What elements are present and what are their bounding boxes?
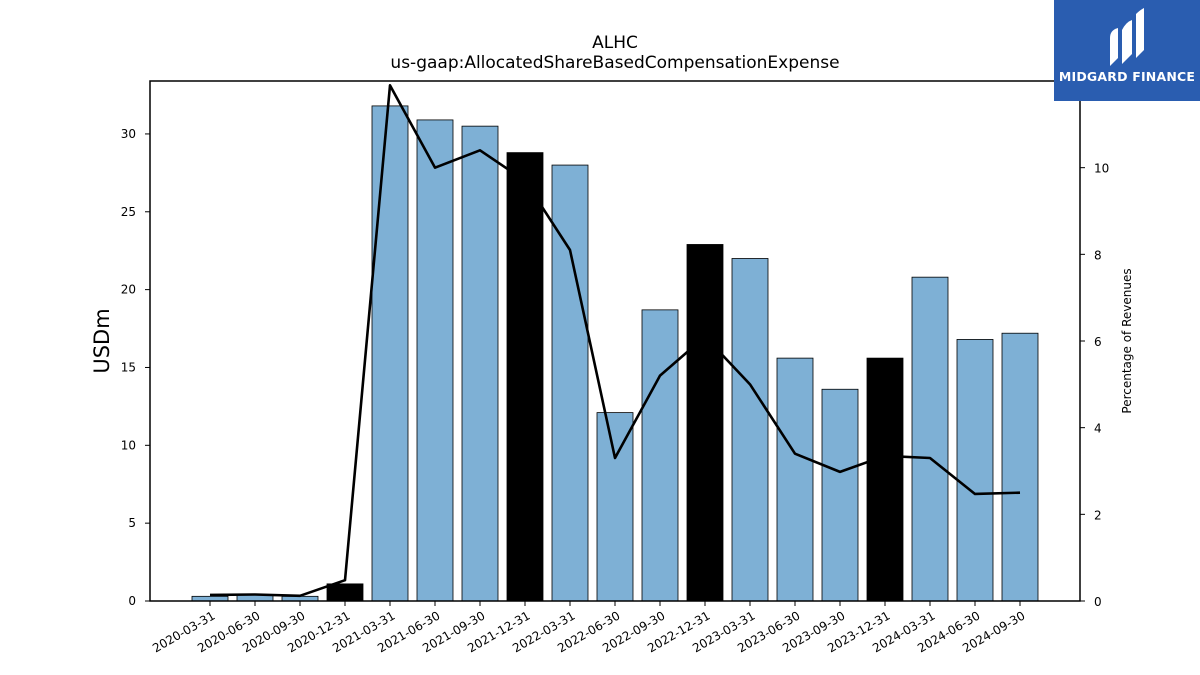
bar-2024-09-30 [1001, 332, 1039, 602]
y2-tick-label: 4 [1094, 422, 1102, 436]
y-axis-right: 024681012 [1080, 75, 1109, 609]
brand-logo: MIDGARD FINANCE [1054, 0, 1200, 101]
bar-2022-06-30 [596, 412, 634, 602]
bar-2021-12-31 [506, 152, 544, 602]
bar-2021-06-30 [416, 119, 454, 602]
chart-subtitle: us-gaap:AllocatedShareBasedCompensationE… [390, 53, 839, 73]
bar-2023-09-30 [821, 388, 859, 602]
bar-2024-06-30 [956, 339, 994, 602]
bar-2024-03-31 [911, 276, 949, 602]
y2-tick-label: 6 [1094, 335, 1102, 349]
bar-2023-12-31 [866, 357, 904, 602]
bar-2022-12-31 [686, 244, 724, 602]
chart-title: ALHC [592, 33, 638, 53]
y-tick-label: 5 [128, 516, 136, 530]
bar-2022-09-30 [641, 309, 679, 602]
y2-axis-label: Percentage of Revenues [1120, 268, 1134, 413]
bar-2023-06-30 [776, 357, 814, 602]
bar-2023-03-31 [731, 258, 769, 602]
y-tick-label: 25 [121, 205, 136, 219]
bar-2021-03-31 [371, 105, 409, 602]
y-tick-label: 30 [121, 127, 136, 141]
y-tick-label: 0 [128, 594, 136, 608]
y-tick-label: 10 [121, 438, 136, 452]
y2-tick-label: 10 [1094, 162, 1109, 176]
bar-2021-09-30 [461, 125, 499, 602]
bar-2022-03-31 [551, 164, 589, 602]
y2-tick-label: 2 [1094, 508, 1102, 522]
y-tick-label: 15 [121, 360, 136, 374]
y-axis-label: USDm [90, 308, 114, 373]
y-tick-label: 20 [121, 283, 136, 297]
y2-tick-label: 0 [1094, 595, 1102, 609]
bars [191, 105, 1039, 602]
y-axis-left: 0 5 10 15 20 25 30 [121, 127, 150, 608]
x-axis: 2020-03-312020-06-302020-09-302020-12-31… [150, 601, 1028, 655]
bar-2020-12-31 [326, 583, 364, 602]
line-series [209, 84, 1021, 598]
logo-mark-icon [1110, 8, 1144, 66]
logo-text: MIDGARD FINANCE [1058, 69, 1196, 84]
y2-tick-label: 8 [1094, 248, 1102, 262]
